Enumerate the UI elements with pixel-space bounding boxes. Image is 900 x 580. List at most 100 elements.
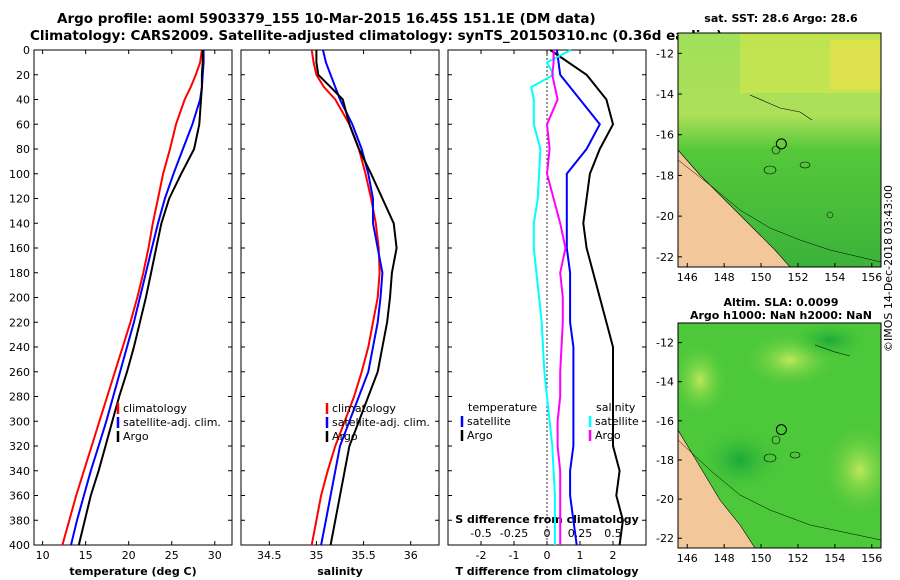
legend-label: climatology [332, 402, 396, 415]
legend-label: satellite-adj. clim. [123, 416, 221, 429]
map-y-tick-label: -20 [656, 493, 674, 506]
series-t-satellite [555, 49, 601, 546]
x-tick-label: 30 [208, 549, 222, 562]
y-tick-label: 120 [9, 193, 30, 206]
panel-temperature: 0 20 40 60 80 100 120 140 160 180 200 220 240 260 280 3… [9, 44, 233, 578]
map-y-tick-label: -14 [656, 88, 674, 101]
map-x-tick-label: 150 [751, 552, 772, 565]
legend-label: Argo [467, 429, 493, 442]
y-tick-label: 360 [9, 490, 30, 503]
x-tick-label: 20 [122, 549, 136, 562]
x-tick-label: 15 [79, 549, 93, 562]
x-tick-label: 2 [610, 549, 617, 562]
x-axis-label: salinity [317, 565, 363, 578]
map-x-tick-label: 150 [751, 271, 772, 284]
top-x-tick-label: 0.25 [568, 527, 593, 540]
series-argo [315, 50, 398, 546]
x-tick-label: -1 [509, 549, 520, 562]
map-x-tick-label: 146 [677, 271, 698, 284]
argo-position-marker [775, 424, 787, 436]
series-s-argo [546, 50, 567, 545]
series-argo [77, 50, 204, 546]
sst-land-australia [678, 149, 791, 267]
map-y-tick-label: -12 [656, 47, 674, 60]
legend-label: Argo [595, 429, 621, 442]
y-tick-label: 0 [23, 44, 30, 57]
legend-title-temperature: temperature [468, 401, 537, 414]
legend-label: Argo [332, 430, 358, 443]
series-climatology [61, 49, 203, 546]
map-y-tick-label: -18 [656, 454, 674, 467]
figure-title-line1: Argo profile: aoml 5903379_155 10-Mar-20… [57, 11, 596, 27]
map-y-tick-label: -16 [656, 415, 674, 428]
sla-map [677, 322, 882, 549]
y-tick-label: 220 [9, 316, 30, 329]
map-y-tick-label: -16 [656, 129, 674, 142]
sst-map-title: sat. SST: 28.6 Argo: 28.6 [704, 12, 858, 25]
map-x-tick-label: 146 [677, 552, 698, 565]
y-tick-label: 240 [9, 341, 30, 354]
map-y-tick-label: -22 [656, 532, 674, 545]
map-x-tick-label: 152 [787, 271, 808, 284]
top-x-axis-label: S difference from climatology [455, 513, 639, 526]
sla-map-title-line2: Argo h1000: NaN h2000: NaN [689, 309, 873, 322]
map-y-tick-label: -14 [656, 376, 674, 389]
x-tick-label: 34.5 [257, 549, 282, 562]
map-y-tick-label: -18 [656, 169, 674, 182]
y-tick-label: 280 [9, 391, 30, 404]
y-tick-label: 180 [9, 267, 30, 280]
y-tick-label: 300 [9, 415, 30, 428]
map-y-tick-label: -22 [656, 251, 674, 264]
sst-map [677, 32, 882, 268]
legend-label: satellite [595, 415, 639, 428]
legend-title-salinity: salinity [596, 401, 636, 414]
map-y-tick-label: -12 [656, 337, 674, 350]
series-s-satellite [530, 49, 572, 545]
y-tick-label: 100 [9, 168, 30, 181]
series-climatology [310, 49, 381, 546]
top-x-tick-label: 0 [544, 527, 551, 540]
map-x-tick-label: 154 [824, 552, 845, 565]
plot-frame [33, 49, 233, 546]
map-x-tick-label: 152 [787, 552, 808, 565]
x-axis-label: temperature (deg C) [69, 565, 196, 578]
x-tick-label: 1 [577, 549, 584, 562]
sla-land-australia [678, 429, 756, 548]
legend-label: satellite-adj. clim. [332, 416, 430, 429]
y-tick-label: 160 [9, 242, 30, 255]
y-tick-label: 320 [9, 440, 30, 453]
x-axis-label: T difference from climatology [455, 565, 638, 578]
map-y-tick-label: -20 [656, 210, 674, 223]
x-tick-label: 25 [165, 549, 179, 562]
x-tick-label: 36 [404, 549, 418, 562]
top-x-tick-label: -0.25 [500, 527, 528, 540]
argo-position-marker [775, 138, 787, 150]
map-x-tick-label: 156 [861, 271, 882, 284]
panel-difference-from-climatology: -2 -1 0 1 2 T difference from climatology -0.5… [447, 49, 647, 578]
top-x-tick-label: 0.5 [604, 527, 622, 540]
map-x-tick-label: 156 [861, 552, 882, 565]
panel-salinity: 34.5 35 35.5 36 salinity climatologysatellite… [240, 49, 440, 578]
series-t-argo [549, 49, 624, 546]
legend-label: climatology [123, 402, 187, 415]
plot-frame [240, 49, 440, 546]
map-x-tick-label: 154 [824, 271, 845, 284]
y-tick-label: 80 [16, 143, 30, 156]
y-tick-label: 200 [9, 292, 30, 305]
y-tick-label: 400 [9, 539, 30, 552]
legend-label: satellite [467, 415, 511, 428]
x-tick-label: 0 [544, 549, 551, 562]
y-tick-label: 60 [16, 118, 30, 131]
map-x-tick-label: 148 [714, 552, 735, 565]
y-tick-label: 380 [9, 514, 30, 527]
y-tick-label: 140 [9, 217, 30, 230]
top-x-tick-label: -0.5 [470, 527, 491, 540]
x-tick-label: -2 [476, 549, 487, 562]
y-tick-label: 40 [16, 94, 30, 107]
figure-title-line2: Climatology: CARS2009. Satellite-adjuste… [30, 28, 723, 44]
map-x-tick-label: 148 [714, 271, 735, 284]
sla-map-title-line1: Altim. SLA: 0.0099 [723, 296, 839, 309]
y-tick-label: 340 [9, 465, 30, 478]
x-tick-label: 35 [309, 549, 323, 562]
